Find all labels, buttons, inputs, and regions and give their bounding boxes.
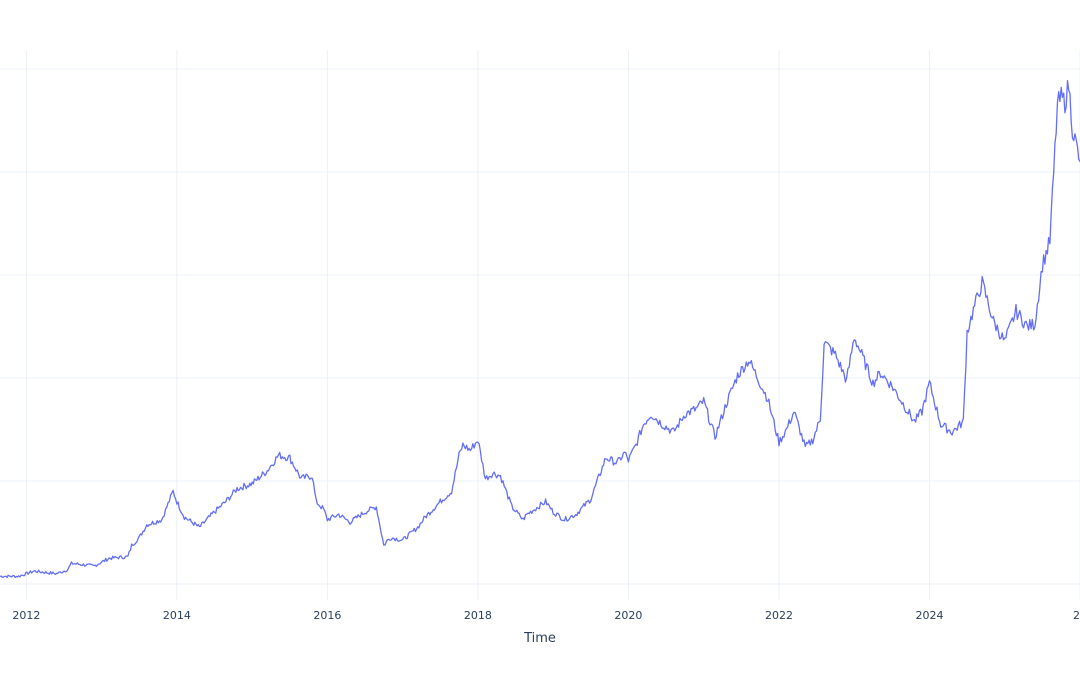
x-tick-label: 2014: [163, 609, 191, 622]
series-layer: [0, 80, 1080, 579]
x-axis-title: Time: [523, 631, 556, 646]
x-tick-label: 2012: [12, 609, 40, 622]
x-tick-label: 20: [1073, 609, 1080, 622]
x-tick-label: 2022: [765, 609, 793, 622]
x-tick-label: 2024: [915, 609, 943, 622]
x-tick-label: 2016: [313, 609, 341, 622]
x-tick-label: 2018: [464, 609, 492, 622]
x-tick-label: 2020: [614, 609, 642, 622]
x-axis-ticks: 2012 2014 2016 2018 2020 2022 2024 20: [12, 609, 1080, 622]
gridlines: [0, 50, 1080, 600]
series-line: [0, 80, 1080, 579]
